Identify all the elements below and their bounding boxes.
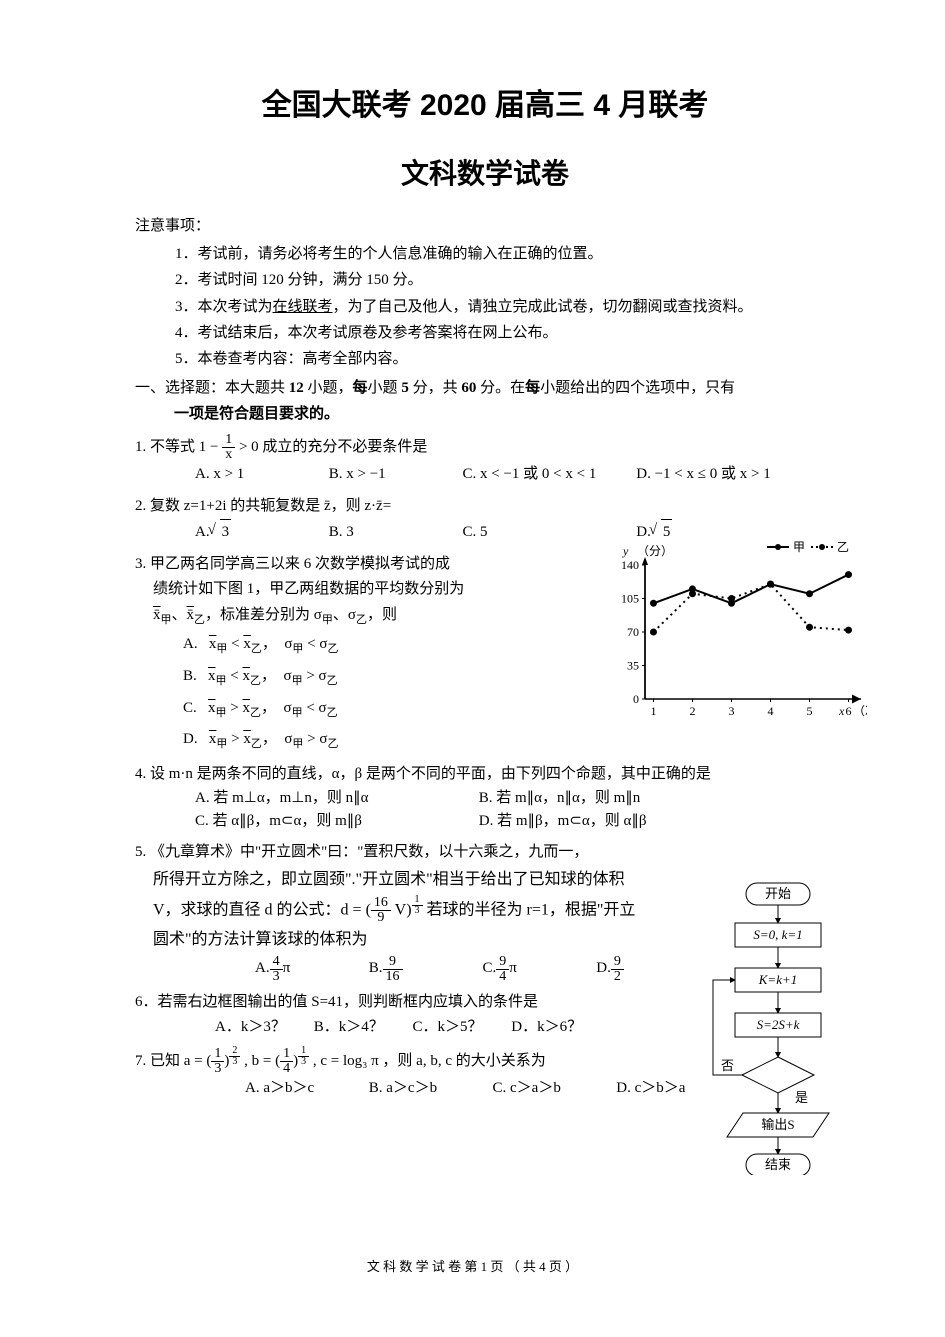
notice-item: 4．考试结束后，本次考试原卷及参考答案将在网上公布。 — [175, 320, 835, 346]
q5-option-b: B. 916 — [369, 955, 479, 984]
svg-text:结束: 结束 — [765, 1157, 791, 1172]
svg-text:2: 2 — [689, 704, 695, 718]
q3-chart: 0 35 70 105 140 1 2 3 4 5 6 y （分） x （次） 甲 乙 — [607, 537, 867, 727]
q4-option-c: C. 若 α∥β，m⊂α，则 m∥β — [195, 810, 475, 833]
notice-list: 1．考试前，请务必将考生的个人信息准确的输入在正确的位置。 2．考试时间 120… — [135, 241, 835, 372]
page-footer: 文 科 数 学 试 卷 第 1 页 （ 共 4 页 ） — [0, 1256, 945, 1275]
question-4: 4. 设 m·n 是两条不同的直线，α，β 是两个不同的平面，由下列四个命题，其… — [135, 762, 835, 788]
svg-text:70: 70 — [627, 625, 639, 639]
q7-option-b: B. a＞c＞b — [369, 1076, 489, 1102]
svg-text:S=2S+k: S=2S+k — [757, 1017, 800, 1032]
q4-option-a: A. 若 m⊥α，m⊥n，则 n∥α — [195, 787, 475, 810]
svg-text:105: 105 — [621, 592, 639, 606]
subtitle: 文科数学试卷 — [135, 152, 835, 192]
svg-text:4: 4 — [768, 704, 774, 718]
notice-item: 1．考试前，请务必将考生的个人信息准确的输入在正确的位置。 — [175, 241, 835, 267]
notice-item: 2．考试时间 120 分钟，满分 150 分。 — [175, 267, 835, 293]
svg-text:甲: 甲 — [793, 540, 805, 554]
notice-underline: 在线联考 — [273, 299, 333, 315]
q4-option-d: D. 若 m∥β，m⊂α，则 α∥β — [479, 813, 647, 829]
svg-text:（分）: （分） — [637, 544, 673, 558]
q7-option-c: C. c＞a＞b — [493, 1076, 613, 1102]
q6-option-b: B．k＞4？ — [314, 1015, 409, 1036]
svg-text:140: 140 — [621, 558, 639, 572]
question-1-options: A. x > 1 B. x > −1 C. x < −1 或 0 < x < 1… — [135, 462, 835, 488]
q5-option-d: D. 92 — [596, 955, 706, 984]
main-title: 全国大联考 2020 届高三 4 月联考 — [135, 80, 835, 124]
section-1-heading: 一、选择题：本大题共 12 小题，每小题 5 分，共 60 分。在每小题给出的四… — [135, 376, 835, 427]
svg-text:5: 5 — [807, 704, 813, 718]
q1-option-b: B. x > −1 — [329, 462, 459, 488]
notice-text: 3．本次考试为 — [175, 299, 273, 315]
q6-option-c: C．k＞5？ — [413, 1015, 508, 1036]
notice-item: 5．本卷查考内容：高考全部内容。 — [175, 346, 835, 372]
question-3: 3. 甲乙两名同学高三以来 6 次数学模拟考试的成 绩统计如下图 1，甲乙两组数… — [135, 552, 555, 630]
q6-option-d: D．k＞6？ — [511, 1015, 606, 1036]
flowchart: 开始 S=0, k=1 K=k+1 S=2S+k 输出S 结束 否是 — [703, 880, 853, 1175]
q5-option-c: C. 94 π — [483, 955, 593, 984]
q1-option-d: D. −1 < x ≤ 0 或 x > 1 — [636, 462, 806, 488]
q6-option-a: A．k＞3？ — [215, 1015, 310, 1036]
svg-text:否: 否 — [721, 1058, 734, 1073]
svg-text:（次）: （次） — [853, 704, 867, 718]
svg-text:x: x — [838, 704, 845, 718]
q1-option-c: C. x < −1 或 0 < x < 1 — [463, 462, 633, 488]
svg-text:S=0, k=1: S=0, k=1 — [753, 927, 802, 942]
q7-option-a: A. a＞b＞c — [245, 1076, 365, 1102]
q4-option-b: B. 若 m∥α，n∥α，则 m∥n — [479, 790, 641, 806]
q3-option-d: D. x甲 > x乙， σ甲 > σ乙 — [183, 724, 835, 756]
q2-option-b: B. 3 — [329, 520, 459, 546]
question-2: 2. 复数 z=1+2i 的共轭复数是 z̄，则 z·z̄= — [135, 494, 835, 520]
q1-option-a: A. x > 1 — [195, 462, 325, 488]
svg-text:y: y — [622, 544, 629, 558]
svg-text:3: 3 — [728, 704, 734, 718]
svg-text:K=k+1: K=k+1 — [758, 972, 798, 987]
svg-text:乙: 乙 — [837, 540, 849, 554]
notice-text: ，为了自己及他人，请独立完成此试卷，切勿翻阅或查找资料。 — [333, 299, 753, 315]
notice-item: 3．本次考试为在线联考，为了自己及他人，请独立完成此试卷，切勿翻阅或查找资料。 — [175, 294, 835, 320]
question-5-body: 所得开立方除之，即立圆颈"."开立圆术"相当于给出了已知球的体积 V，求球的直径… — [135, 865, 683, 954]
question-4-options: A. 若 m⊥α，m⊥n，则 n∥α B. 若 m∥α，n∥α，则 m∥n C.… — [135, 787, 835, 834]
question-1: 1. 不等式 1 − 1x > 0 成立的充分不必要条件是 — [135, 433, 835, 462]
svg-text:35: 35 — [627, 659, 639, 673]
svg-text:6: 6 — [846, 704, 852, 718]
svg-text:0: 0 — [633, 692, 639, 706]
svg-text:开始: 开始 — [765, 886, 791, 901]
notice-heading: 注意事项： — [135, 214, 835, 235]
svg-text:输出S: 输出S — [761, 1117, 794, 1132]
question-5: 5. 《九章算术》中"开立圆术"曰："置积尺数，以十六乘之，九而一， — [135, 840, 675, 866]
q5-option-a: A. 43 π — [255, 955, 365, 984]
svg-text:1: 1 — [650, 704, 656, 718]
svg-text:是: 是 — [795, 1090, 808, 1105]
q2-option-a: A. 3 — [195, 519, 325, 546]
